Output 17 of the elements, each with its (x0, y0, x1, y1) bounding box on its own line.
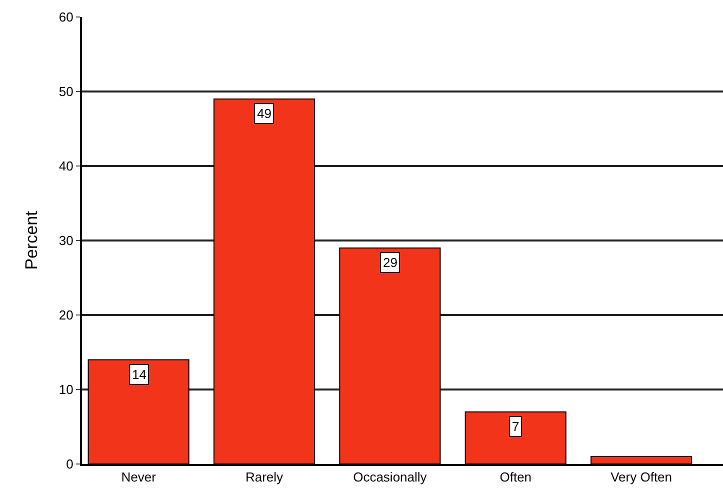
data-label: 49 (257, 106, 272, 121)
data-label: 14 (132, 367, 146, 382)
y-tick-label: 10 (58, 382, 74, 398)
x-tick-label: Often (500, 470, 532, 485)
data-label: 29 (383, 255, 398, 270)
y-tick-label: 50 (58, 84, 74, 100)
y-tick-label: 60 (58, 10, 74, 25)
y-tick-label: 40 (58, 158, 74, 174)
data-label: 7 (512, 419, 520, 434)
x-tick-label: Very Often (610, 470, 672, 485)
y-tick-label: 20 (58, 308, 74, 323)
y-tick-label: 30 (58, 233, 74, 248)
x-tick-label: Never (121, 470, 157, 485)
x-tick-label: Rarely (245, 470, 284, 485)
x-tick-label: Occasionally (353, 470, 428, 485)
y-tick-label: 0 (66, 456, 74, 472)
y-axis-title: Percent (22, 210, 41, 270)
